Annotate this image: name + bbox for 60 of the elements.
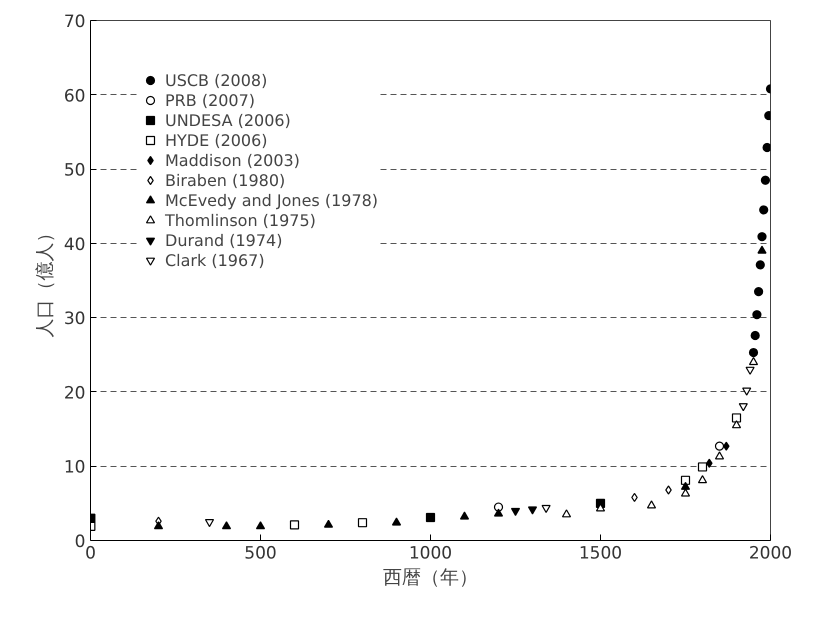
point [748,356,758,366]
x-tick-label: 1000 [408,544,452,564]
point [714,451,724,460]
point [759,205,768,215]
point [756,260,765,270]
point [746,366,755,375]
point [750,330,760,340]
legend-label: Thomlinson (1975) [165,210,316,230]
point [752,310,762,320]
point [714,442,724,451]
y-tick-label: 60 [64,86,86,106]
point [154,521,164,530]
y-tick-label: 40 [64,234,86,255]
point [732,420,742,428]
point [762,142,770,152]
x-tick-label: 2000 [748,544,792,564]
point [680,482,690,490]
legend-label: Clark (1967) [165,250,265,270]
point [631,492,638,502]
point [562,509,572,518]
point [757,246,767,254]
point [698,462,708,472]
y-axis-title: 人口（億人） [34,224,56,338]
point [732,413,742,423]
point [290,520,300,530]
y-tick-label: 10 [64,458,86,478]
legend-label: Maddison (2003) [165,150,300,170]
legend-label: Biraben (1980) [165,170,286,190]
point [706,458,713,468]
x-axis-title: 西暦（年） [383,566,478,588]
y-tick-label: 50 [64,160,86,181]
point [723,442,730,451]
point [748,348,758,358]
point [324,520,334,528]
point [256,521,266,530]
legend-label: McEvedy and Jones (1978) [165,190,378,210]
point [680,488,690,497]
point [665,485,672,495]
point [698,475,708,484]
legend-label: PRB (2007) [165,90,256,110]
x-tick-label: 500 [244,544,277,564]
point [757,232,767,242]
point [680,476,690,485]
y-tick-label: 30 [64,309,86,330]
point [222,521,232,530]
x-tick-label: 1500 [578,544,622,564]
point [426,512,436,522]
point [754,287,764,296]
point [760,176,770,185]
y-tick-label: 70 [64,12,86,32]
y-tick-label: 20 [64,383,86,404]
point [460,512,470,520]
legend-label: UNDESA (2006) [165,110,291,130]
point [646,500,656,508]
legend-label: Durand (1974) [165,230,282,250]
legend-label: HYDE (2006) [165,130,268,150]
point [358,518,368,528]
point [494,508,504,517]
point [392,517,402,526]
legend-label: USCB (2008) [165,70,268,90]
